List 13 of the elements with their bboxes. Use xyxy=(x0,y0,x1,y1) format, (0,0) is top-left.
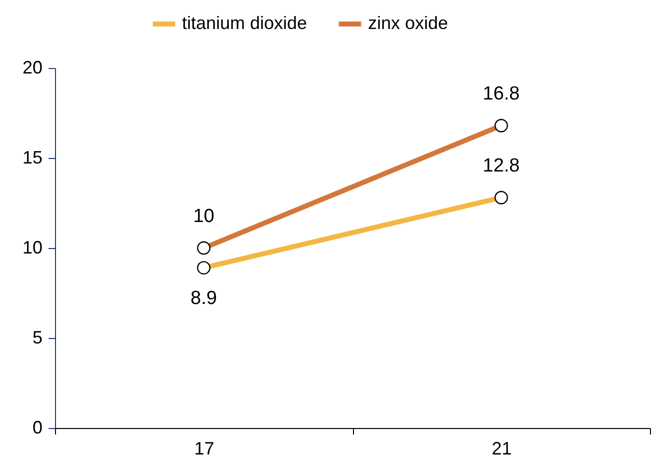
data-label: 12.8 xyxy=(482,156,520,177)
legend-label: zinx oxide xyxy=(368,13,448,33)
data-label: 16.8 xyxy=(482,84,520,105)
y-tick-label: 5 xyxy=(32,328,42,348)
y-tick-label: 0 xyxy=(32,418,42,438)
y-tick-label: 20 xyxy=(22,58,42,78)
x-tick-label: 21 xyxy=(492,438,512,458)
data-label: 8.9 xyxy=(190,288,217,309)
legend-label: titanium dioxide xyxy=(182,13,308,33)
y-tick-label: 15 xyxy=(22,148,42,168)
x-tick-label: 17 xyxy=(194,438,214,458)
y-tick-label: 10 xyxy=(22,238,42,258)
data-label: 10 xyxy=(193,206,214,227)
